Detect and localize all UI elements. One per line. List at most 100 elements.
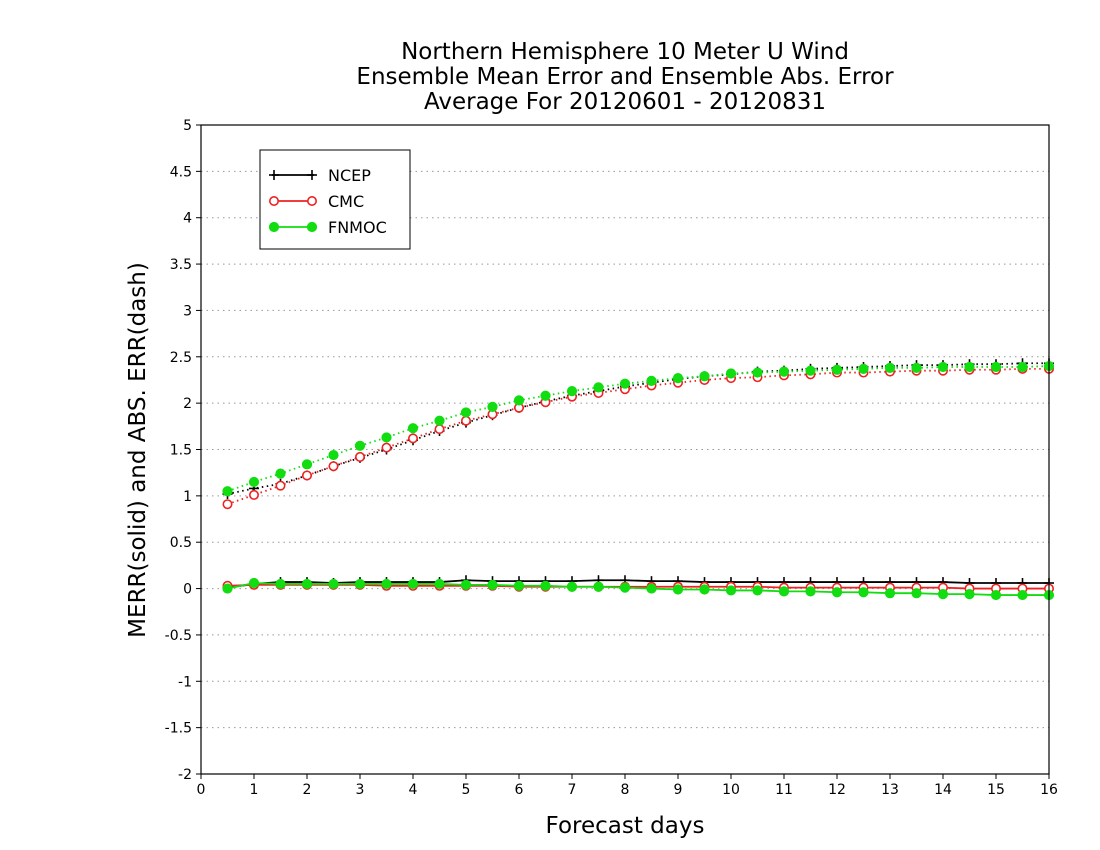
legend-label-cmc: CMC bbox=[328, 192, 364, 211]
fnmoc-abs-err-point bbox=[911, 362, 922, 374]
fnmoc-abs-err-point bbox=[222, 486, 233, 497]
fnmoc-abs-err-point bbox=[248, 476, 260, 488]
fnmoc-merr-point bbox=[964, 589, 975, 600]
legend-marker bbox=[268, 196, 279, 207]
fnmoc-merr-point bbox=[990, 589, 1002, 601]
x-tick-label: 3 bbox=[356, 782, 365, 798]
fnmoc-abs-err-point bbox=[672, 373, 684, 384]
y-tick-label: 1 bbox=[183, 489, 192, 505]
fnmoc-abs-err-point bbox=[328, 449, 339, 461]
y-tick-label: 0 bbox=[183, 582, 192, 598]
fnmoc-abs-err-point bbox=[858, 363, 869, 374]
fnmoc-abs-err-point bbox=[646, 375, 657, 386]
fnmoc-abs-err-point bbox=[964, 361, 975, 373]
title-line-3: Average For 20120601 - 20120831 bbox=[424, 89, 826, 115]
x-tick-label: 2 bbox=[303, 782, 312, 798]
fnmoc-merr-point bbox=[248, 577, 260, 589]
cmc-abs-err-point bbox=[407, 433, 418, 444]
series-fnmoc bbox=[222, 360, 1055, 601]
cmc-abs-err-point bbox=[460, 415, 471, 426]
y-tick-label: 4.5 bbox=[170, 164, 192, 180]
fnmoc-abs-err-point bbox=[778, 366, 790, 377]
fnmoc-merr-point bbox=[778, 586, 790, 597]
fnmoc-abs-err-point bbox=[275, 468, 286, 479]
fnmoc-abs-err-point bbox=[540, 390, 551, 401]
legend-label-fnmoc: FNMOC bbox=[328, 218, 387, 237]
x-axis-label: Forecast days bbox=[546, 813, 705, 839]
cmc-abs-err-point bbox=[354, 451, 365, 462]
y-tick-label: 4 bbox=[183, 211, 192, 227]
title-line-2: Ensemble Mean Error and Ensemble Abs. Er… bbox=[356, 64, 894, 90]
cmc-abs-err-point bbox=[301, 470, 312, 481]
legend-marker bbox=[307, 170, 317, 180]
x-tick-label: 1 bbox=[250, 782, 259, 798]
fnmoc-merr-point bbox=[222, 583, 233, 594]
fnmoc-abs-err-point bbox=[1017, 361, 1028, 373]
fnmoc-abs-err-point bbox=[407, 423, 419, 434]
legend-marker bbox=[268, 221, 280, 233]
x-tick-label: 0 bbox=[197, 782, 206, 798]
fnmoc-merr-point bbox=[884, 588, 896, 599]
fnmoc-merr-point bbox=[354, 578, 366, 590]
fnmoc-merr-point bbox=[566, 581, 578, 592]
gridlines bbox=[201, 170, 1049, 729]
y-tick-label: -1 bbox=[178, 674, 192, 690]
cmc-abs-err-point bbox=[222, 499, 233, 510]
legend-item-cmc: CMC bbox=[268, 192, 364, 211]
legend-box bbox=[259, 149, 411, 250]
fnmoc-merr-point bbox=[725, 585, 737, 596]
fnmoc-abs-err-point bbox=[354, 440, 366, 451]
fnmoc-abs-err-point bbox=[381, 432, 392, 443]
fnmoc-merr-point bbox=[460, 579, 472, 590]
series-layer bbox=[222, 358, 1055, 601]
legend-item-ncep: NCEP bbox=[269, 166, 371, 185]
x-tick-label: 11 bbox=[775, 782, 793, 798]
fnmoc-merr-point bbox=[487, 579, 498, 590]
y-tick-label: 3 bbox=[183, 303, 192, 319]
x-tick-label: 16 bbox=[1040, 782, 1058, 798]
y-tick-label: 2.5 bbox=[170, 350, 192, 366]
cmc-abs-err-line bbox=[227, 367, 1049, 506]
fnmoc-merr-point bbox=[831, 587, 843, 598]
fnmoc-abs-err-point bbox=[990, 361, 1002, 373]
x-tick-label: 9 bbox=[674, 782, 683, 798]
fnmoc-merr-point bbox=[805, 586, 816, 597]
y-tick-label: 2 bbox=[183, 396, 192, 412]
x-tick-label: 4 bbox=[409, 782, 418, 798]
fnmoc-merr-point bbox=[619, 582, 631, 593]
fnmoc-abs-err-point bbox=[831, 364, 843, 375]
fnmoc-merr-point bbox=[434, 578, 445, 590]
x-axis: 0 1 2 3 4 5 6 7 8 9 10 11 12 13 14 15 16 bbox=[197, 774, 1058, 798]
fnmoc-merr-point bbox=[752, 585, 763, 596]
legend-marker bbox=[306, 196, 317, 207]
fnmoc-abs-err-point bbox=[513, 395, 525, 406]
fnmoc-merr-point bbox=[937, 589, 949, 600]
fnmoc-abs-err-point bbox=[699, 371, 710, 382]
fnmoc-abs-err-point bbox=[884, 362, 896, 374]
fnmoc-merr-point bbox=[858, 587, 869, 598]
fnmoc-merr-point bbox=[646, 583, 657, 594]
fnmoc-abs-err-point bbox=[434, 415, 445, 426]
fnmoc-abs-err-point bbox=[487, 401, 498, 412]
fnmoc-abs-err-point bbox=[619, 378, 631, 389]
y-tick-label: -0.5 bbox=[165, 628, 192, 644]
cmc-abs-err-point bbox=[434, 424, 445, 435]
fnmoc-merr-point bbox=[301, 578, 313, 590]
chart-title: Northern Hemisphere 10 Meter U Wind Ense… bbox=[356, 39, 894, 115]
y-tick-label: 1.5 bbox=[170, 443, 192, 459]
fnmoc-merr-point bbox=[513, 580, 525, 591]
y-axis-label: MERR(solid) and ABS. ERR(dash) bbox=[125, 262, 151, 638]
series-ncep bbox=[222, 358, 1054, 593]
x-tick-label: 7 bbox=[568, 782, 577, 798]
cmc-abs-err-point bbox=[328, 461, 339, 472]
legend: NCEP CMC FNMOC bbox=[259, 149, 411, 250]
fnmoc-abs-err-point bbox=[752, 367, 763, 378]
legend-marker bbox=[269, 170, 279, 180]
fnmoc-merr-point bbox=[699, 584, 710, 595]
cmc-abs-err-point bbox=[381, 442, 392, 453]
x-tick-label: 13 bbox=[881, 782, 899, 798]
fnmoc-abs-err-point bbox=[566, 385, 578, 397]
y-tick-label: 0.5 bbox=[170, 535, 192, 551]
fnmoc-merr-point bbox=[593, 581, 604, 592]
